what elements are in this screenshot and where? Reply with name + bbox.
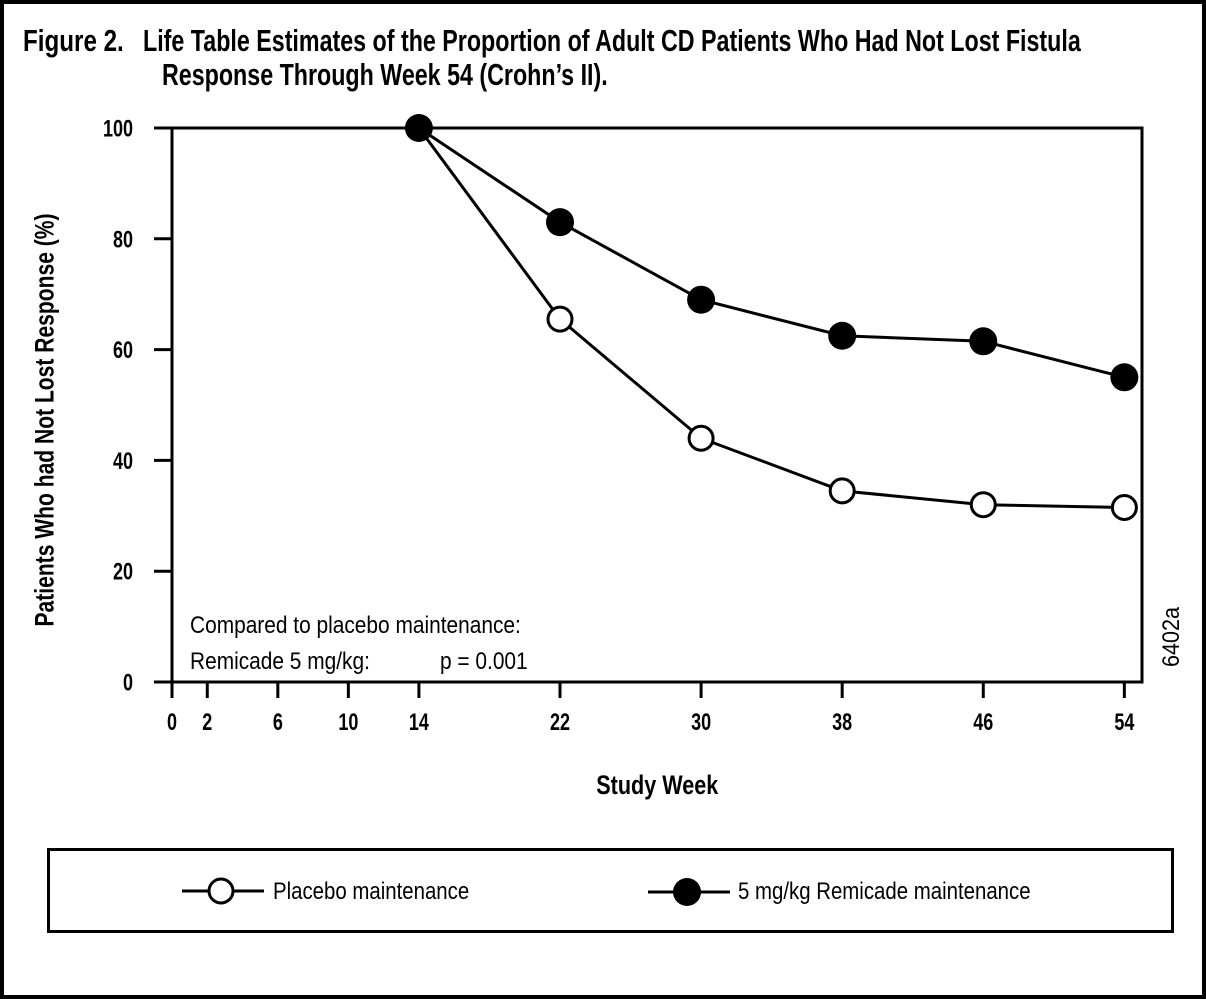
x-tick-label: 46 [973,710,993,736]
data-point-marker [1110,363,1139,392]
side-code: 6402a [1158,606,1185,668]
figure-label: Figure 2. [23,23,124,58]
open-circle-icon [207,877,235,905]
y-tick-label: 20 [113,559,133,585]
x-tick-label: 30 [691,710,711,736]
legend-item-remicade: 5 mg/kg Remicade maintenance [738,878,1031,905]
x-tick-label: 54 [1114,710,1134,736]
filled-circle-icon [673,878,701,906]
data-point-marker [969,491,997,519]
data-point-marker [404,114,433,142]
y-tick-label: 0 [123,670,133,696]
x-tick-label: 14 [409,710,429,736]
data-point-marker [1110,493,1138,521]
y-tick-label: 40 [113,449,133,475]
data-point-marker [828,321,857,350]
x-tick-label: 22 [550,710,570,736]
data-point-marker [687,285,716,314]
series-line-1 [418,126,1125,379]
figure-title-line2: Response Through Week 54 (Crohn’s II). [162,57,608,92]
x-axis-title: Study Week [595,770,719,800]
x-tick-label: 38 [832,710,852,736]
y-tick-label: 60 [113,338,133,364]
x-tick-label: 10 [338,710,358,736]
figure-title-line1: Life Table Estimates of the Proportion o… [143,23,1081,58]
annotation-p-value: p = 0.001 [440,648,528,675]
data-point-marker [687,424,715,452]
filled-circle-legend-marker [648,878,730,906]
x-tick-label: 6 [273,710,283,736]
data-point-marker [546,208,574,237]
annotation-line2-label: Remicade 5 mg/kg: [190,648,370,675]
y-tick-label: 100 [103,116,133,142]
data-point-marker [828,477,856,505]
open-circle-legend-marker [182,877,264,905]
y-tick-label: 80 [113,227,133,253]
data-point-marker [969,327,998,356]
x-tick-label: 0 [167,710,177,736]
legend-item-placebo: Placebo maintenance [273,878,470,905]
x-tick-label: 2 [202,710,212,736]
annotation-line1: Compared to placebo maintenance: [190,612,521,639]
data-point-marker [546,305,574,333]
plot-border [170,126,1144,684]
series-line-0 [417,127,1125,509]
